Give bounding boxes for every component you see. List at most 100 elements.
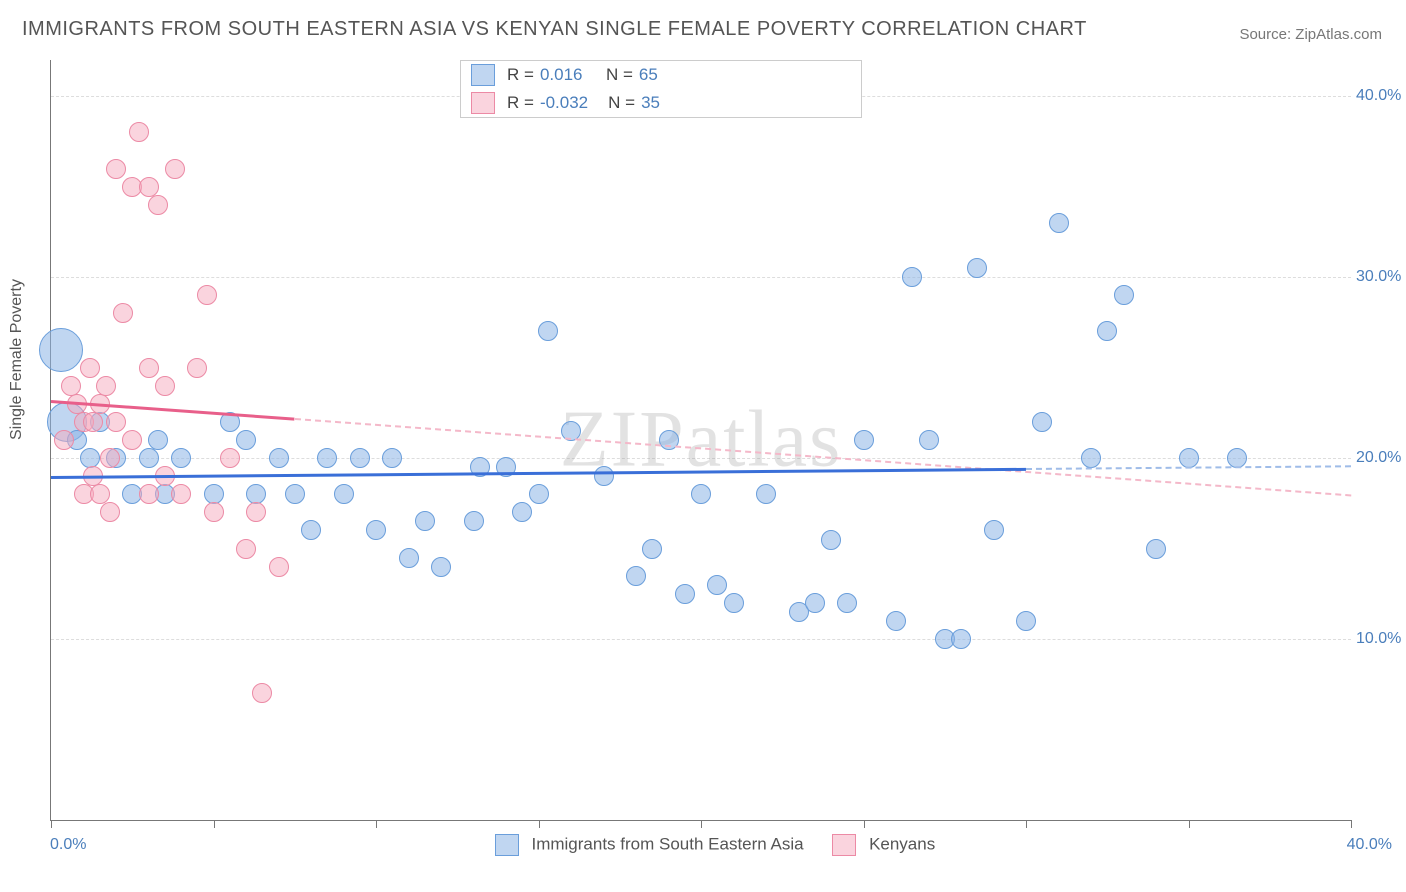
data-point bbox=[113, 303, 133, 323]
plot-area: ZIPatlas 10.0%20.0%30.0%40.0% bbox=[50, 60, 1351, 821]
data-point bbox=[642, 539, 662, 559]
gridline bbox=[51, 458, 1351, 459]
r-value-1: 0.016 bbox=[540, 65, 586, 85]
data-point bbox=[269, 448, 289, 468]
data-point bbox=[967, 258, 987, 278]
data-point bbox=[1032, 412, 1052, 432]
data-point bbox=[805, 593, 825, 613]
data-point bbox=[246, 502, 266, 522]
data-point bbox=[155, 376, 175, 396]
n-value-1: 65 bbox=[639, 65, 685, 85]
regression-line bbox=[1026, 465, 1351, 470]
data-point bbox=[366, 520, 386, 540]
data-point bbox=[464, 511, 484, 531]
y-axis-label: Single Female Poverty bbox=[8, 279, 26, 440]
data-point bbox=[148, 430, 168, 450]
data-point bbox=[1016, 611, 1036, 631]
bottom-legend: Immigrants from South Eastern Asia Kenya… bbox=[0, 834, 1406, 856]
x-tick bbox=[1189, 820, 1190, 828]
x-tick bbox=[539, 820, 540, 828]
data-point bbox=[919, 430, 939, 450]
x-tick bbox=[1026, 820, 1027, 828]
n-value-2: 35 bbox=[641, 93, 687, 113]
data-point bbox=[80, 358, 100, 378]
data-point bbox=[837, 593, 857, 613]
data-point bbox=[854, 430, 874, 450]
data-point bbox=[301, 520, 321, 540]
data-point bbox=[139, 448, 159, 468]
data-point bbox=[984, 520, 1004, 540]
n-label: N = bbox=[606, 65, 633, 85]
data-point bbox=[220, 448, 240, 468]
stats-legend-row-2: R = -0.032 N = 35 bbox=[461, 89, 861, 117]
data-point bbox=[1146, 539, 1166, 559]
data-point bbox=[382, 448, 402, 468]
data-point bbox=[1179, 448, 1199, 468]
data-point bbox=[204, 502, 224, 522]
data-point bbox=[139, 177, 159, 197]
data-point bbox=[39, 328, 83, 372]
data-point bbox=[334, 484, 354, 504]
stats-legend: R = 0.016 N = 65 R = -0.032 N = 35 bbox=[460, 60, 862, 118]
data-point bbox=[269, 557, 289, 577]
legend-swatch-series2 bbox=[471, 92, 495, 114]
regression-line bbox=[51, 468, 1026, 479]
data-point bbox=[1097, 321, 1117, 341]
data-point bbox=[54, 430, 74, 450]
data-point bbox=[204, 484, 224, 504]
data-point bbox=[139, 484, 159, 504]
data-point bbox=[902, 267, 922, 287]
data-point bbox=[100, 502, 120, 522]
n-label: N = bbox=[608, 93, 635, 113]
x-tick bbox=[864, 820, 865, 828]
data-point bbox=[399, 548, 419, 568]
r-value-2: -0.032 bbox=[540, 93, 588, 113]
x-tick bbox=[214, 820, 215, 828]
data-point bbox=[951, 629, 971, 649]
data-point bbox=[512, 502, 532, 522]
data-point bbox=[1227, 448, 1247, 468]
data-point bbox=[707, 575, 727, 595]
x-tick bbox=[1351, 820, 1352, 828]
data-point bbox=[724, 593, 744, 613]
gridline bbox=[51, 639, 1351, 640]
data-point bbox=[129, 122, 149, 142]
legend-swatch-series1 bbox=[471, 64, 495, 86]
y-tick-label: 20.0% bbox=[1356, 449, 1406, 467]
data-point bbox=[285, 484, 305, 504]
data-point bbox=[252, 683, 272, 703]
r-label: R = bbox=[507, 93, 534, 113]
data-point bbox=[90, 484, 110, 504]
x-tick bbox=[51, 820, 52, 828]
data-point bbox=[171, 484, 191, 504]
data-point bbox=[1114, 285, 1134, 305]
data-point bbox=[886, 611, 906, 631]
data-point bbox=[100, 448, 120, 468]
data-point bbox=[106, 159, 126, 179]
data-point bbox=[122, 430, 142, 450]
data-point bbox=[538, 321, 558, 341]
data-point bbox=[821, 530, 841, 550]
data-point bbox=[197, 285, 217, 305]
data-point bbox=[431, 557, 451, 577]
data-point bbox=[187, 358, 207, 378]
data-point bbox=[246, 484, 266, 504]
x-tick bbox=[376, 820, 377, 828]
legend-swatch-series1 bbox=[495, 834, 519, 856]
series1-label: Immigrants from South Eastern Asia bbox=[531, 834, 803, 853]
y-tick-label: 30.0% bbox=[1356, 268, 1406, 286]
data-point bbox=[1049, 213, 1069, 233]
data-point bbox=[236, 539, 256, 559]
data-point bbox=[350, 448, 370, 468]
data-point bbox=[415, 511, 435, 531]
y-tick-label: 10.0% bbox=[1356, 630, 1406, 648]
x-tick bbox=[701, 820, 702, 828]
data-point bbox=[106, 412, 126, 432]
data-point bbox=[675, 584, 695, 604]
chart-title: IMMIGRANTS FROM SOUTH EASTERN ASIA VS KE… bbox=[22, 18, 1087, 41]
data-point bbox=[139, 358, 159, 378]
data-point bbox=[756, 484, 776, 504]
source-label: Source: ZipAtlas.com bbox=[1239, 26, 1382, 43]
data-point bbox=[1081, 448, 1101, 468]
legend-swatch-series2 bbox=[832, 834, 856, 856]
